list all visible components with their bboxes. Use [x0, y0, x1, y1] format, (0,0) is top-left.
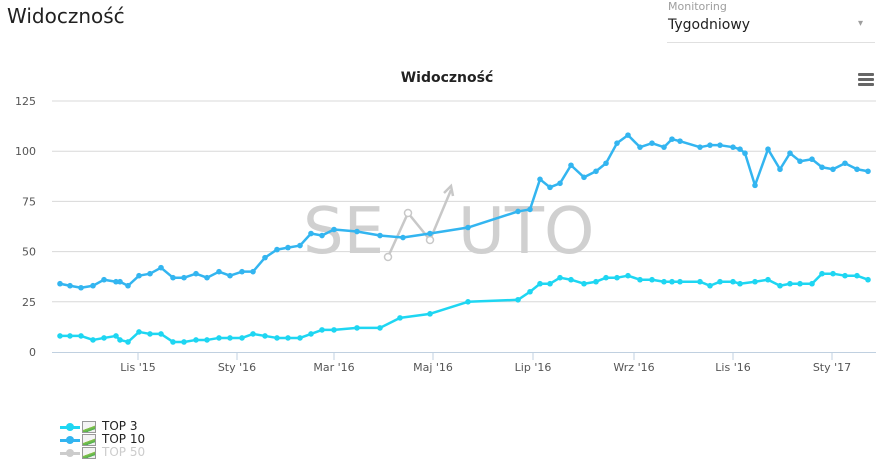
- monitoring-select[interactable]: Monitoring Tygodniowy ▾: [667, 0, 875, 43]
- watermark-logo: SE UTO: [303, 183, 594, 269]
- chart-legend: TOP 3 TOP 10 TOP 50: [60, 420, 145, 459]
- legend-label: TOP 3: [102, 419, 138, 433]
- svg-text:Wrz '16: Wrz '16: [613, 361, 654, 374]
- svg-text:Lip '16: Lip '16: [515, 361, 552, 374]
- svg-text:Maj '16: Maj '16: [413, 361, 453, 374]
- svg-text:Lis '15: Lis '15: [120, 361, 155, 374]
- legend-item-top50[interactable]: TOP 50: [60, 446, 145, 459]
- legend-item-top3[interactable]: TOP 3: [60, 420, 145, 433]
- legend-line-icon: [60, 448, 80, 458]
- legend-item-top10[interactable]: TOP 10: [60, 433, 145, 446]
- svg-text:50: 50: [22, 246, 36, 259]
- svg-text:Sty '17: Sty '17: [813, 361, 851, 374]
- y-axis-labels: 0 25 50 75 100 125: [15, 95, 36, 359]
- monitoring-select-label: Monitoring: [668, 0, 727, 13]
- legend-label: TOP 10: [102, 432, 146, 446]
- page-title: Widoczność: [7, 4, 125, 28]
- svg-text:25: 25: [22, 296, 36, 309]
- svg-text:Sty '16: Sty '16: [218, 361, 256, 374]
- broken-image-icon: [82, 420, 96, 433]
- svg-text:0: 0: [29, 346, 36, 359]
- chevron-down-icon[interactable]: ▾: [857, 18, 863, 29]
- hamburger-menu-icon[interactable]: [858, 73, 874, 87]
- svg-text:Mar '16: Mar '16: [313, 361, 354, 374]
- broken-image-icon: [82, 433, 96, 446]
- legend-line-icon: [60, 435, 80, 445]
- watermark-text-left: SE: [303, 195, 384, 269]
- legend-label: TOP 50: [102, 445, 146, 459]
- chart-series: [57, 132, 871, 345]
- svg-text:125: 125: [15, 95, 36, 108]
- monitoring-select-value[interactable]: Tygodniowy: [668, 17, 751, 33]
- svg-text:100: 100: [15, 145, 36, 158]
- svg-text:Lis '16: Lis '16: [715, 361, 750, 374]
- svg-text:75: 75: [22, 195, 36, 208]
- chart-title: Widoczność: [401, 70, 494, 86]
- x-axis: Lis '15 Sty '16 Mar '16 Maj '16 Lip '16 Wrz '…: [52, 352, 876, 374]
- watermark-arrow-icon: [386, 189, 453, 258]
- watermark-text-right: UTO: [458, 195, 594, 269]
- legend-line-icon: [60, 422, 80, 432]
- broken-image-icon: [82, 446, 96, 459]
